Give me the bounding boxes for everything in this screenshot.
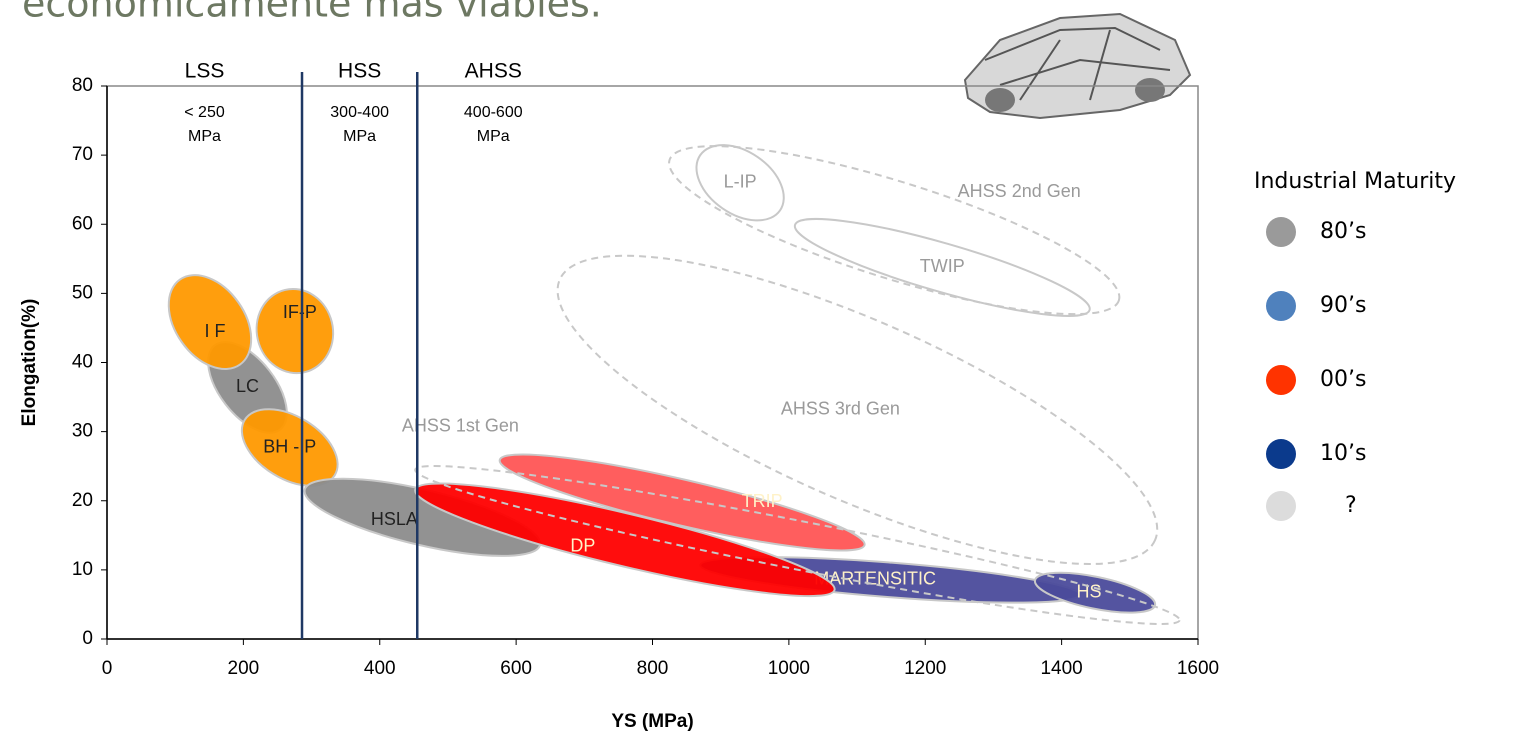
region-label: TWIP — [920, 256, 965, 276]
y-tick-label: 0 — [82, 628, 93, 649]
region-label: AHSS 1st Gen — [402, 416, 519, 436]
region-label: IF-P — [283, 302, 317, 322]
zone-unit: MPa — [477, 128, 510, 145]
page: económicamente más viables. 0 10 20 30 40 50 6… — [0, 0, 1514, 734]
legend-swatch — [1266, 491, 1296, 521]
legend-swatch — [1266, 365, 1296, 395]
y-tick-label: 80 — [72, 75, 93, 96]
zone-unit: MPa — [188, 128, 221, 145]
legend-label: 80’s — [1320, 219, 1366, 244]
x-tick-label: 600 — [500, 658, 532, 679]
x-tick-label: 800 — [637, 658, 669, 679]
region-label: L-IP — [724, 172, 757, 192]
zone-name: AHSS — [465, 60, 522, 83]
region-label: TRIP — [742, 491, 783, 511]
region-label: AHSS 3rd Gen — [781, 399, 900, 419]
zone-name: HSS — [338, 60, 381, 83]
y-tick-label: 30 — [72, 421, 93, 442]
zone-range: < 250 — [184, 104, 225, 121]
region-label: I F — [204, 321, 225, 341]
x-tick-label: 400 — [364, 658, 396, 679]
region-label: DP — [570, 536, 595, 556]
legend-swatch — [1266, 217, 1296, 247]
legend-label: 90’s — [1320, 293, 1366, 318]
region-label: BH - P — [263, 436, 316, 456]
x-tick-label: 1000 — [768, 658, 810, 679]
legend-label: ? — [1345, 493, 1357, 518]
y-axis-label: Elongation(%) — [19, 299, 40, 427]
x-tick-label: 200 — [228, 658, 260, 679]
y-tick-label: 40 — [72, 352, 93, 373]
region-label: LC — [236, 376, 259, 396]
y-tick-label: 50 — [72, 282, 93, 303]
page-title: económicamente más viables. — [22, 0, 602, 26]
x-tick-label: 1600 — [1177, 658, 1219, 679]
y-tick-label: 70 — [72, 144, 93, 165]
y-tick-label: 10 — [72, 559, 93, 580]
x-tick-label: 0 — [102, 658, 113, 679]
legend-swatch — [1266, 291, 1296, 321]
zone-unit: MPa — [343, 128, 376, 145]
zone-range: 400-600 — [464, 104, 523, 121]
region-label: AHSS 2nd Gen — [958, 181, 1081, 201]
region-label: HSLA — [371, 509, 418, 529]
y-tick-label: 60 — [72, 213, 93, 234]
zone-name: LSS — [185, 60, 225, 83]
y-tick-label: 20 — [72, 490, 93, 511]
legend-title: Industrial Maturity — [1254, 169, 1456, 194]
region-label: HS — [1077, 581, 1102, 601]
x-tick-label: 1400 — [1040, 658, 1082, 679]
zone-range: 300-400 — [330, 104, 389, 121]
x-axis-label: YS (MPa) — [611, 711, 693, 732]
legend-label: 10’s — [1320, 441, 1366, 466]
legend-swatch — [1266, 439, 1296, 469]
x-tick-label: 1200 — [904, 658, 946, 679]
legend-label: 00’s — [1320, 367, 1366, 392]
car-image — [965, 14, 1190, 118]
